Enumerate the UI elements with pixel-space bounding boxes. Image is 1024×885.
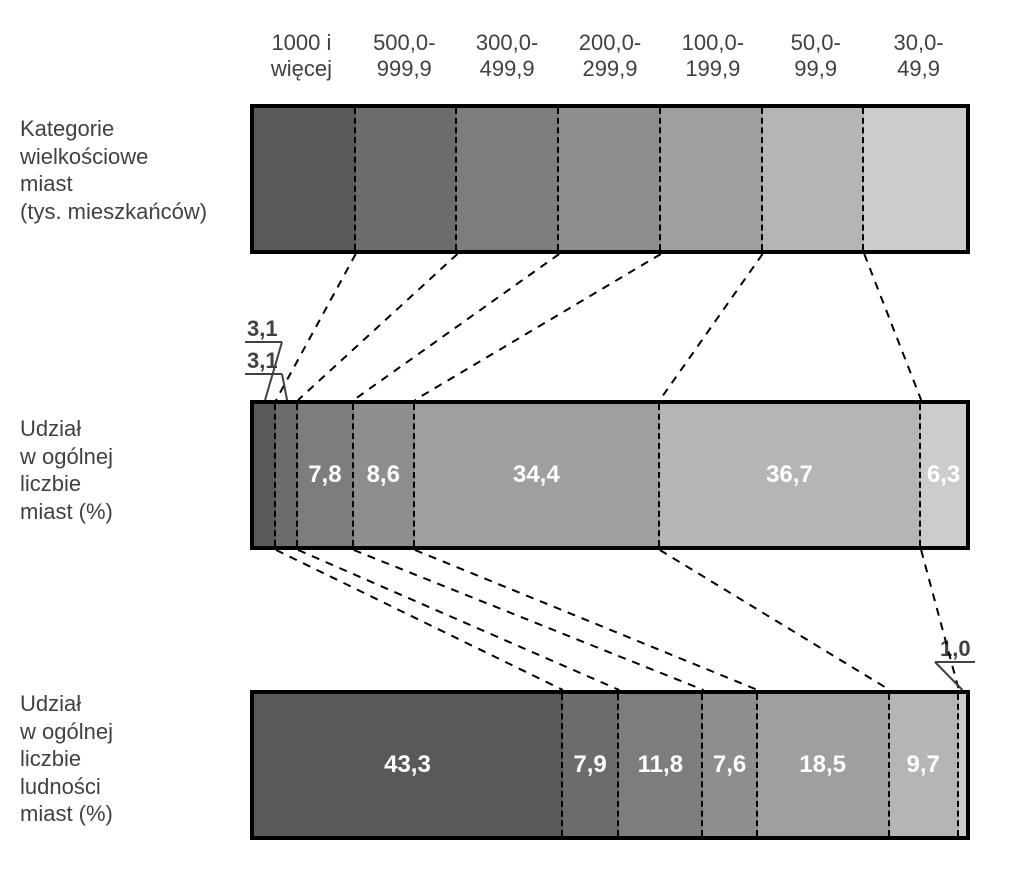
segment-value: 8,6 — [367, 461, 400, 489]
category-header: 100,0-199,9 — [661, 30, 764, 82]
segment-value: 7,9 — [573, 751, 606, 779]
bar-segment: 34,4 — [415, 404, 660, 546]
callout-share-cities-0: 3,1 — [247, 316, 278, 342]
callout-share-cities-1: 3,1 — [247, 348, 278, 374]
row-label-share-cities: Udziałw ogólnejliczbiemiast (%) — [20, 415, 235, 525]
bar-segment — [864, 108, 966, 250]
bar-segment — [276, 404, 298, 546]
bar-segment: 9,7 — [890, 694, 959, 836]
bar-segment: 36,7 — [660, 404, 921, 546]
row-label-share-population: Udziałw ogólnejliczbieludnościmiast (%) — [20, 690, 235, 828]
segment-value: 43,3 — [384, 751, 431, 779]
bar-segment — [254, 108, 356, 250]
segment-value: 34,4 — [513, 461, 560, 489]
row-label-categories: Kategoriewielkościowemiast(tys. mieszkań… — [20, 115, 235, 225]
bar-segment: 7,9 — [563, 694, 619, 836]
bar-segment: 7,6 — [703, 694, 757, 836]
bar-share-population: 43,3 7,9 11,8 7,6 18,5 9,7 — [250, 690, 970, 840]
category-header: 50,0-99,9 — [764, 30, 867, 82]
category-header: 300,0-499,9 — [456, 30, 559, 82]
segment-value: 7,6 — [713, 751, 746, 779]
segment-value: 7,8 — [308, 461, 341, 489]
bar-segment — [254, 404, 276, 546]
category-header: 1000 iwięcej — [250, 30, 353, 82]
segment-value: 6,3 — [927, 461, 960, 489]
bar-segment — [959, 694, 966, 836]
bar-categories — [250, 104, 970, 254]
bar-segment: 43,3 — [254, 694, 563, 836]
category-header: 200,0-299,9 — [559, 30, 662, 82]
bar-segment — [356, 108, 458, 250]
bar-segment — [457, 108, 559, 250]
segment-value: 9,7 — [907, 751, 940, 779]
bar-segment: 11,8 — [619, 694, 703, 836]
bar-segment: 6,3 — [921, 404, 966, 546]
bar-segment: 8,6 — [354, 404, 415, 546]
category-header: 500,0-999,9 — [353, 30, 456, 82]
segment-value: 18,5 — [799, 751, 846, 779]
category-header: 30,0-49,9 — [867, 30, 970, 82]
segment-value: 36,7 — [766, 461, 813, 489]
bar-segment — [763, 108, 865, 250]
segment-value: 11,8 — [638, 751, 683, 779]
bar-segment — [559, 108, 661, 250]
callout-share-population-0: 1,0 — [940, 636, 971, 662]
bar-segment: 18,5 — [758, 694, 890, 836]
city-size-chart: Kategoriewielkościowemiast(tys. mieszkań… — [20, 20, 1004, 865]
bar-segment — [661, 108, 763, 250]
bar-segment: 7,8 — [298, 404, 354, 546]
bar-share-cities: 7,8 8,6 34,4 36,7 6,3 — [250, 400, 970, 550]
